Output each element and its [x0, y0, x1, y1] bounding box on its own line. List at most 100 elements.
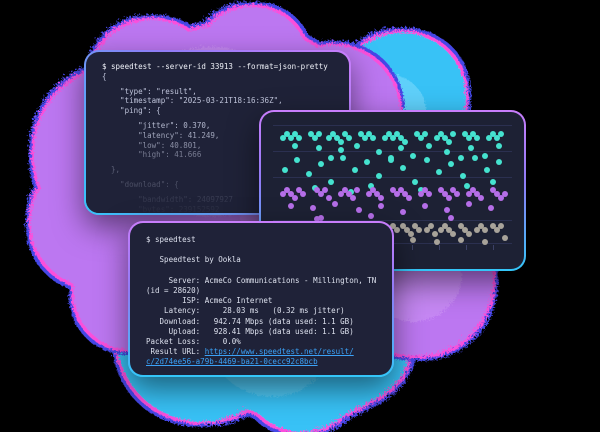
terminal-line: c/2d74ee56-a79b-4469-ba21-0cecc92c8bcb: [146, 357, 376, 367]
terminal-result-body: $ speedtest Speedtest by Ookla Server: A…: [130, 223, 392, 375]
scatter-dot: [463, 182, 471, 190]
scatter-dot: [281, 166, 289, 174]
scatter-dot: [465, 200, 473, 208]
scatter-dot: [457, 236, 465, 244]
scatter-dot: [373, 190, 381, 198]
terminal-text: Packet Loss: 0.0%: [146, 336, 241, 346]
terminal-text: ISP: AcmeCo Internet: [146, 296, 273, 306]
scatter-dot: [387, 154, 395, 162]
scatter-dot: [473, 134, 481, 142]
scatter-dot: [409, 152, 417, 160]
scatter-dot: [309, 204, 317, 212]
scatter-dot: [447, 160, 455, 168]
axis-tick: [493, 245, 494, 250]
scatter-dot: [437, 186, 445, 194]
scatter-dot: [435, 168, 443, 176]
scatter-dot: [425, 142, 433, 150]
scatter-dot: [351, 166, 359, 174]
scatter-dot: [327, 178, 335, 186]
terminal-line: [146, 245, 376, 255]
scatter-dot: [495, 158, 503, 166]
scatter-dot: [331, 200, 339, 208]
terminal-window-speedtest-result: $ speedtest Speedtest by Ookla Server: A…: [128, 221, 394, 377]
scatter-dot: [375, 148, 383, 156]
scatter-dot: [377, 202, 385, 210]
scatter-dot: [385, 130, 393, 138]
scatter-dot: [369, 134, 377, 142]
scatter-dot: [405, 194, 413, 202]
scatter-dot: [457, 222, 465, 230]
scatter-dot: [403, 226, 411, 234]
scatter-dot: [401, 190, 409, 198]
scatter-dot: [441, 190, 449, 198]
scatter-dot: [481, 226, 489, 234]
scatter-dot: [415, 226, 423, 234]
scatter-dot: [295, 134, 303, 142]
scatter-dot: [397, 134, 405, 142]
scatter-dot: [407, 230, 415, 238]
scatter-dot: [421, 186, 429, 194]
scatter-dot: [389, 134, 397, 142]
scatter-dot: [353, 186, 361, 194]
terminal-text: Speedtest by Ookla: [146, 255, 241, 265]
scatter-dot: [337, 138, 345, 146]
scatter-dot: [355, 206, 363, 214]
scatter-dot: [489, 178, 497, 186]
terminal-text: Upload: 928.41 Mbps (data used: 1.1 GB): [146, 326, 354, 336]
scatter-dot: [431, 230, 439, 238]
scatter-dot: [427, 222, 435, 230]
scatter-dot: [493, 134, 501, 142]
scatter-dot: [461, 226, 469, 234]
terminal-line: "type": "result",: [102, 86, 197, 96]
scatter-dot: [317, 160, 325, 168]
scatter-dot: [447, 214, 455, 222]
scatter-dot: [421, 202, 429, 210]
scatter-dot: [471, 154, 479, 162]
scatter-dot: [477, 222, 485, 230]
scatter-dot: [339, 154, 347, 162]
scatter-dot: [411, 222, 419, 230]
scatter-dot: [449, 130, 457, 138]
scatter-dot: [353, 142, 361, 150]
scatter-dot: [501, 234, 509, 242]
scatter-dot: [393, 130, 401, 138]
scatter-dot: [321, 186, 329, 194]
terminal-text: Download: 942.74 Mbps (data used: 1.1 GB…: [146, 316, 354, 326]
scatter-dot: [399, 222, 407, 230]
terminal-line: (id = 28620): [146, 286, 376, 296]
scatter-dot: [425, 190, 433, 198]
gridline: [273, 220, 512, 221]
scatter-dot: [465, 230, 473, 238]
scatter-dot: [473, 190, 481, 198]
scatter-dot: [433, 238, 441, 246]
scatter-dot: [453, 190, 461, 198]
scatter-dot: [315, 130, 323, 138]
scatter-dot: [291, 194, 299, 202]
result-url-link[interactable]: https://www.speedtest.net/result/: [204, 347, 354, 357]
result-url-link[interactable]: c/2d74ee56-a79b-4469-ba21-0cecc92c8bcb: [146, 357, 318, 367]
scatter-dot: [457, 154, 465, 162]
scatter-dot: [313, 215, 321, 223]
scatter-dot: [469, 130, 477, 138]
scatter-dot: [441, 134, 449, 142]
scatter-dot: [443, 206, 451, 214]
scatter-dot: [399, 208, 407, 216]
terminal-text: Server: AcmeCo Communications - Millingt…: [146, 275, 377, 285]
axis-tick: [439, 245, 440, 250]
terminal-text: $ speedtest: [146, 235, 196, 244]
scatter-dot: [369, 186, 377, 194]
scatter-dot: [337, 146, 345, 154]
terminal-text: (id = 28620): [146, 285, 201, 295]
scatter-dot: [365, 190, 373, 198]
terminal-line: Latency: 28.03 ms (0.32 ms jitter): [146, 306, 376, 316]
scatter-dot: [497, 130, 505, 138]
scatter-dot: [481, 152, 489, 160]
scatter-dot: [485, 134, 493, 142]
scatter-dot: [493, 190, 501, 198]
scatter-dot: [367, 212, 375, 220]
scatter-dot: [413, 130, 421, 138]
scatter-dot: [381, 134, 389, 142]
terminal-line: ISP: AcmeCo Internet: [146, 296, 376, 306]
scatter-dot: [399, 164, 407, 172]
scatter-dot: [327, 154, 335, 162]
